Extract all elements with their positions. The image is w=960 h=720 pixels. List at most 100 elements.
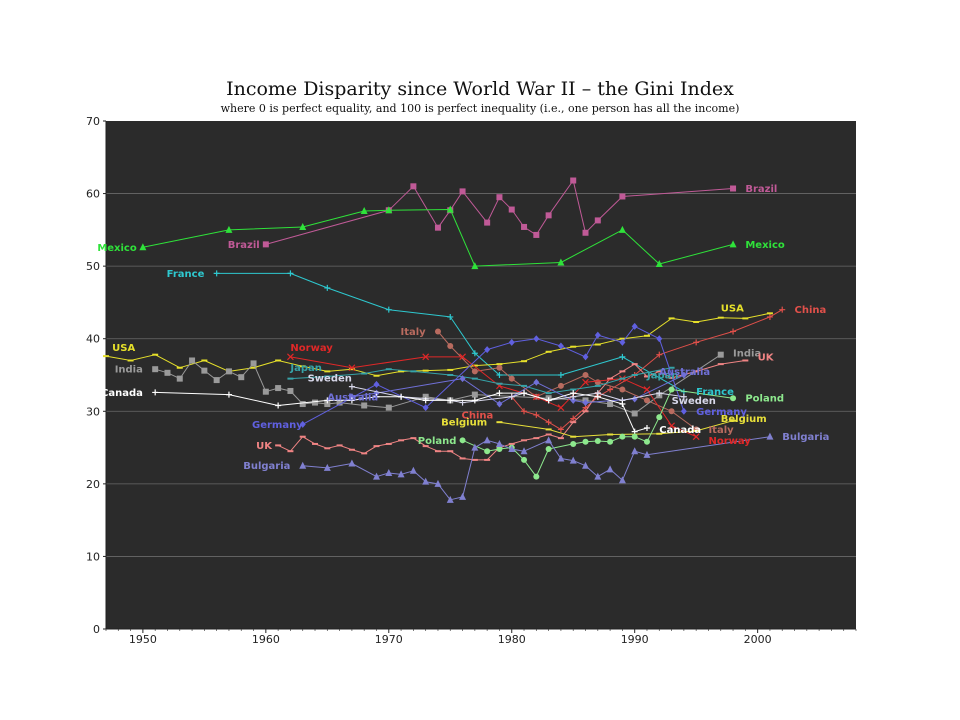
series-label-australia: Australia [659, 367, 710, 378]
data-point-brazil [570, 177, 577, 184]
data-point-brazil [496, 194, 503, 201]
data-point-canada [422, 397, 429, 404]
series-label-bulgaria: Bulgaria [243, 461, 290, 472]
data-point-norway [668, 422, 675, 430]
series-label-france: France [696, 387, 734, 398]
data-point-germany [582, 353, 589, 361]
data-point-china [766, 313, 773, 320]
series-label-italy: Italy [400, 327, 426, 338]
series-label-china: China [462, 410, 494, 421]
series-label-japan: Japan [646, 371, 679, 382]
data-point-brazil [410, 183, 417, 190]
series-label-mexico: Mexico [745, 240, 785, 251]
data-point-canada [398, 393, 405, 400]
data-point-poland [484, 448, 491, 455]
series-brazil [262, 177, 737, 248]
data-point-australia [582, 399, 589, 407]
series-label-japan: Japan [289, 363, 322, 374]
series-label-poland: Poland [745, 394, 784, 405]
data-point-china [779, 306, 786, 313]
data-point-bulgaria [631, 447, 639, 455]
data-point-bulgaria [557, 454, 565, 462]
data-point-bulgaria [766, 432, 774, 440]
data-point-poland [594, 438, 601, 445]
data-point-india [299, 401, 306, 408]
series-line-france [216, 272, 685, 393]
data-point-bulgaria [545, 436, 553, 444]
data-point-india [213, 377, 220, 384]
data-point-india [262, 388, 269, 395]
data-point-germany [631, 322, 638, 330]
data-point-bulgaria [459, 492, 467, 500]
data-point-france [213, 270, 220, 277]
data-point-germany [557, 342, 564, 350]
data-point-china [730, 328, 737, 335]
data-point-poland [459, 437, 466, 444]
data-point-mexico [471, 262, 479, 270]
series-label-sweden: Sweden [308, 373, 352, 384]
data-point-canada [545, 397, 552, 404]
series-label-belgium: Belgium [721, 414, 767, 425]
data-point-italy [471, 368, 478, 375]
x-tick-label: 1970 [375, 633, 403, 646]
data-point-bulgaria [323, 463, 331, 471]
y-tick-label: 0 [93, 623, 100, 636]
series-poland [459, 386, 737, 480]
data-point-italy [557, 382, 564, 389]
series-label-brazil: Brazil [745, 184, 777, 195]
data-point-poland [730, 395, 737, 402]
data-point-india [164, 369, 171, 376]
data-point-mexico [385, 206, 393, 214]
data-point-bulgaria [520, 447, 528, 455]
data-point-canada [643, 424, 650, 431]
data-point-poland [656, 414, 663, 421]
data-point-norway [582, 378, 589, 386]
data-point-bulgaria [446, 495, 454, 503]
data-point-canada [275, 402, 282, 409]
data-point-india [607, 401, 614, 408]
series-line-canada [155, 391, 648, 433]
data-point-brazil [262, 241, 269, 248]
series-australia [348, 371, 687, 408]
data-point-china [545, 419, 552, 426]
data-point-italy [594, 379, 601, 386]
data-point-brazil [582, 229, 589, 236]
data-point-bulgaria [495, 439, 503, 447]
x-tick-label: 1990 [621, 633, 649, 646]
data-point-italy [582, 372, 589, 378]
series-label-sweden: Sweden [672, 396, 716, 407]
data-point-india [176, 375, 183, 382]
data-point-germany [508, 338, 515, 346]
data-point-bulgaria [434, 479, 442, 487]
series-label-norway: Norway [708, 436, 751, 447]
data-point-india [287, 387, 294, 394]
series-bulgaria [299, 432, 774, 503]
data-point-sweden [508, 393, 515, 400]
series-label-india: India [733, 349, 761, 360]
data-point-bulgaria [508, 445, 516, 453]
series-france [213, 270, 687, 395]
data-point-bulgaria [606, 465, 614, 473]
data-point-china [607, 386, 614, 393]
data-point-mexico [618, 225, 626, 233]
data-point-france [324, 284, 331, 291]
series-label-canada: Canada [101, 388, 143, 399]
data-point-france [447, 313, 454, 320]
data-point-india [189, 357, 196, 364]
y-tick-label: 30 [86, 405, 100, 418]
data-point-canada [447, 397, 454, 404]
data-point-norway [287, 353, 294, 361]
data-point-china [693, 339, 700, 346]
data-point-india [201, 367, 208, 374]
data-point-india [275, 385, 282, 392]
data-point-norway [348, 364, 356, 372]
data-point-canada [631, 428, 638, 435]
data-point-germany [373, 380, 380, 388]
data-point-sweden [348, 383, 355, 390]
data-point-france [619, 353, 626, 360]
data-point-bulgaria [299, 461, 307, 469]
series-label-india: India [115, 365, 143, 376]
y-tick-label: 20 [86, 478, 100, 491]
data-point-bulgaria [348, 459, 356, 467]
